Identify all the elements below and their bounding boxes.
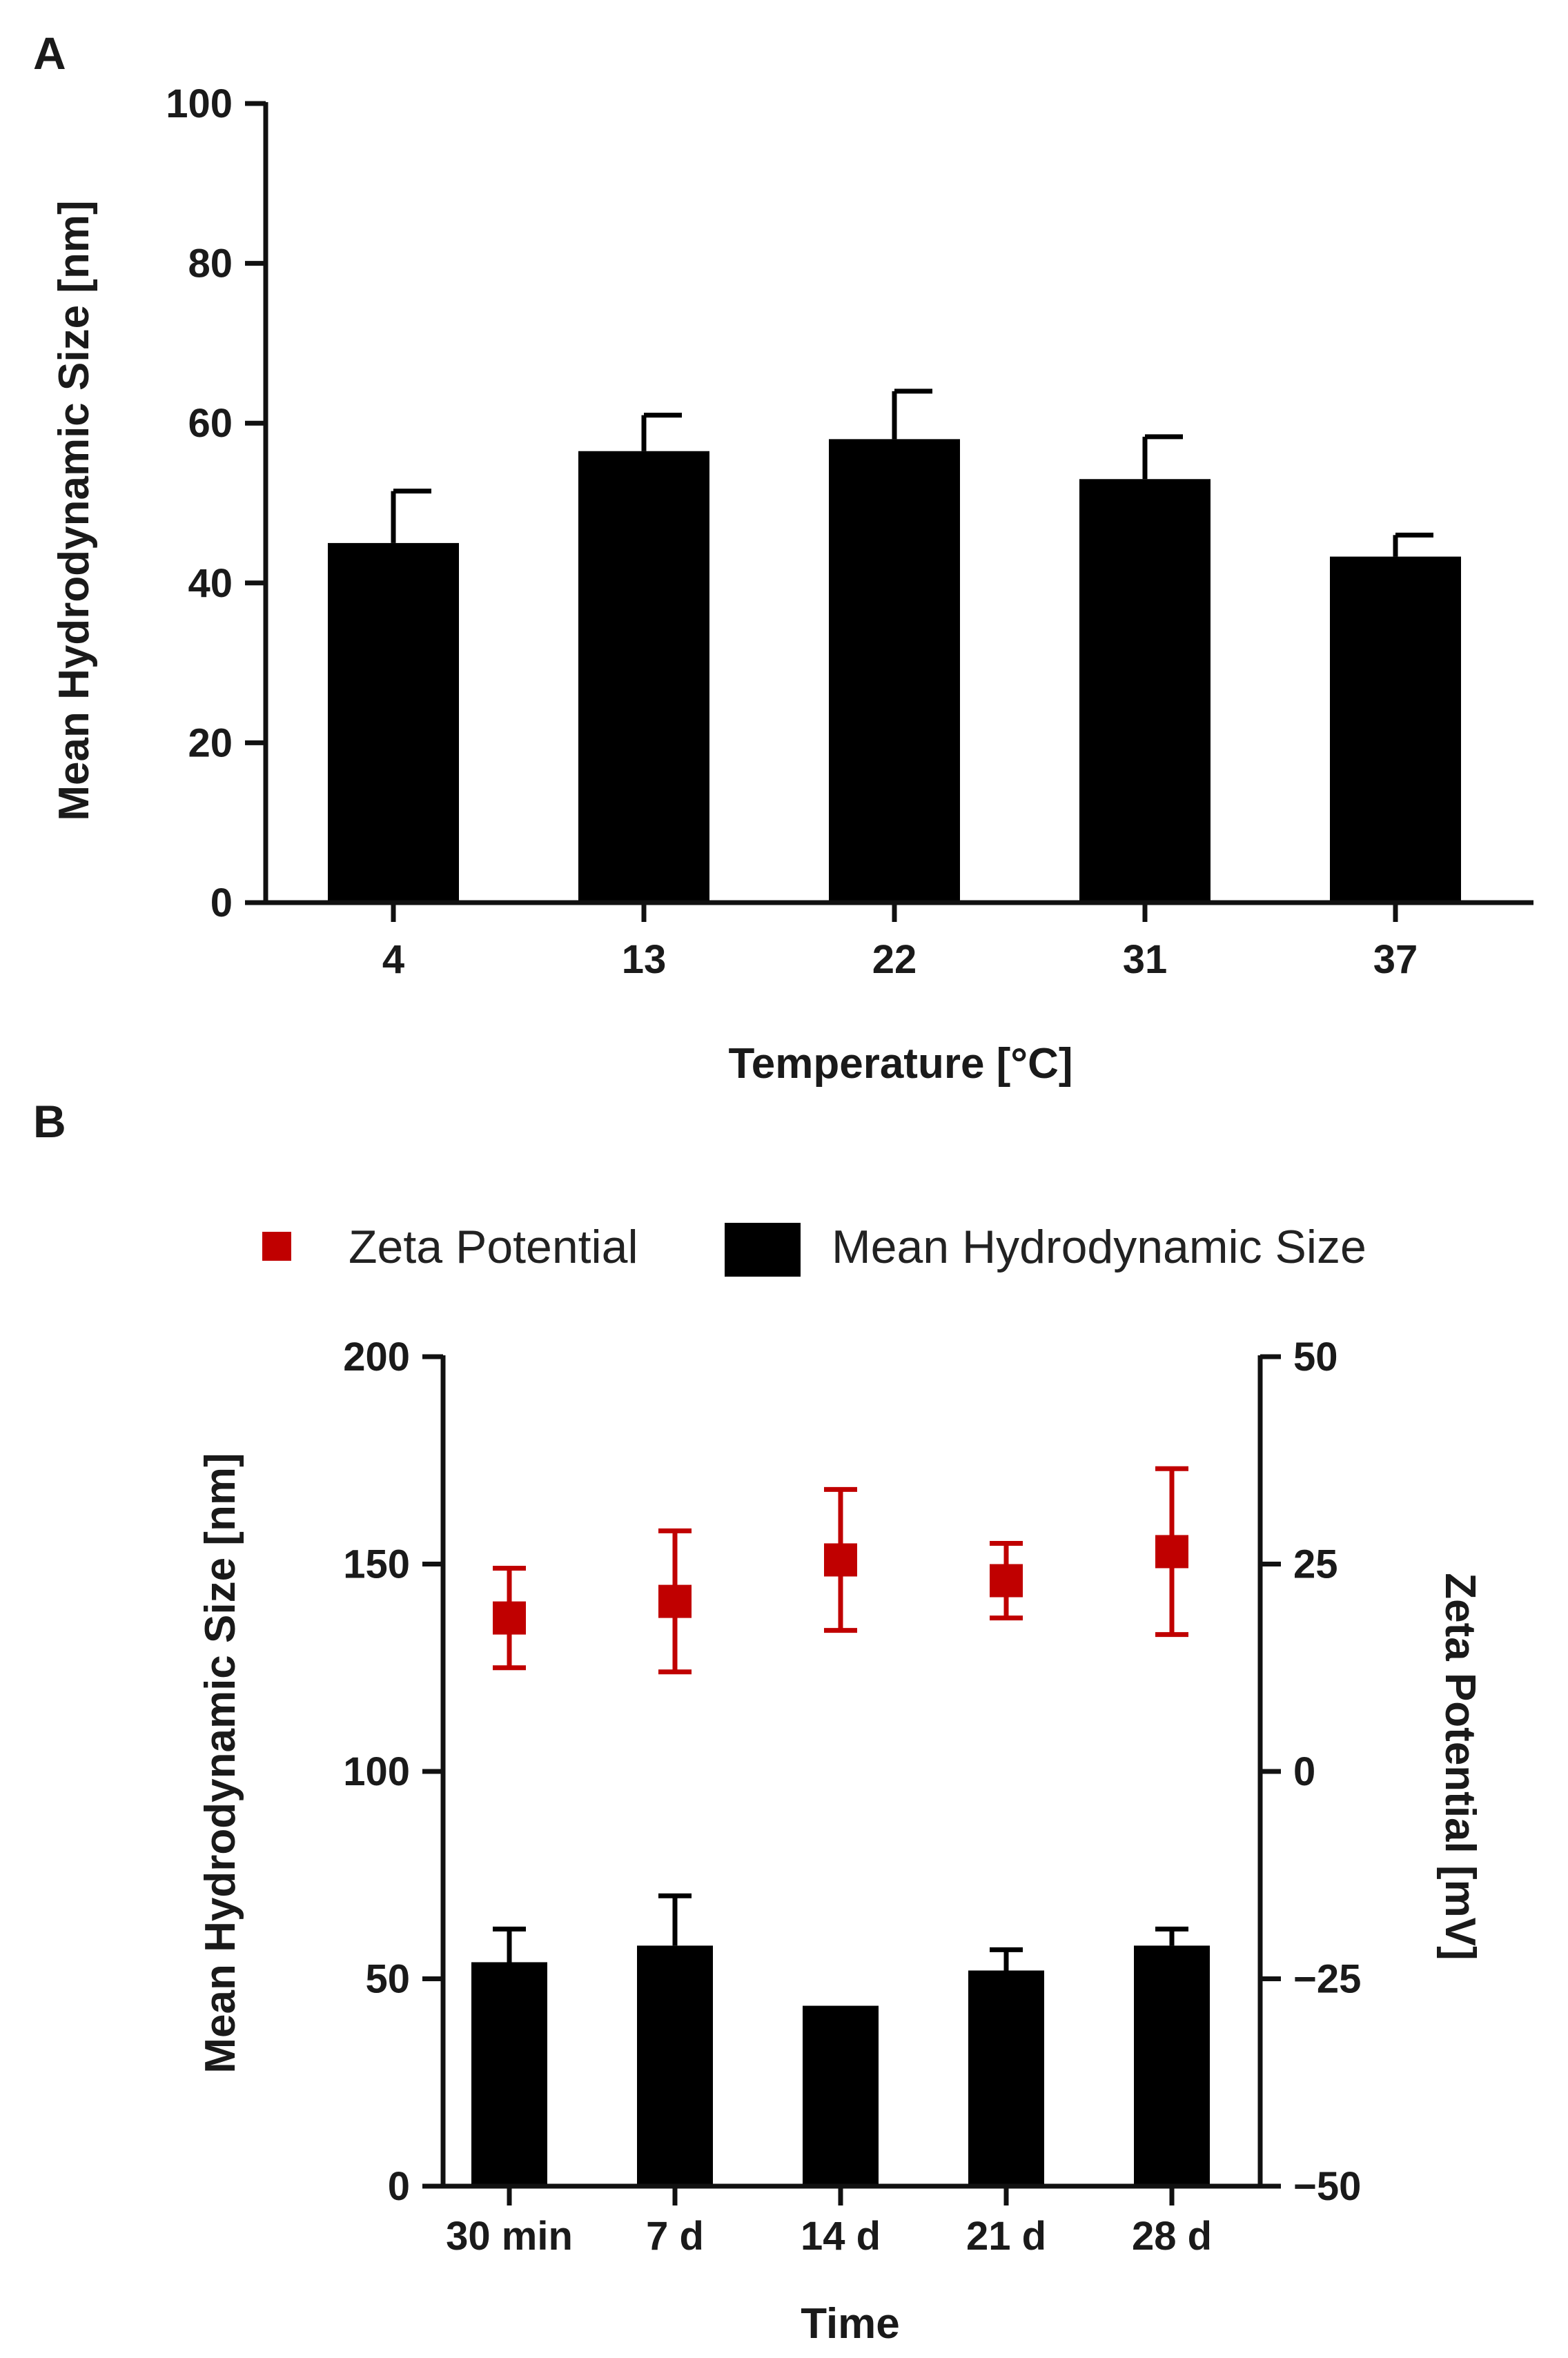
legend-size-label: Mean Hydrodynamic Size [832, 1221, 1366, 1273]
x-tick-label: 13 [622, 937, 667, 982]
y2-tick-label: 0 [1293, 1749, 1315, 1794]
bar [968, 1970, 1044, 2186]
panel-b-chart: B Zeta Potential Mean Hydrodynamic Size … [33, 1096, 1484, 2348]
bar [829, 439, 960, 903]
panel-b-axes [440, 1355, 1263, 2189]
zeta-point [658, 1584, 692, 1618]
panel-b-x-axis-title: Time [801, 2300, 900, 2348]
y-tick-label: 80 [188, 242, 233, 286]
y-tick-label: 0 [388, 2164, 410, 2209]
bar [1330, 556, 1461, 903]
panel-a-bars [328, 389, 1461, 903]
y-tick-label: 40 [188, 561, 233, 606]
panel-b-y-axis-left: 0 50 100 150 200 [343, 1335, 443, 2209]
x-tick-label: 30 min [446, 2214, 573, 2259]
legend-zeta-label: Zeta Potential [349, 1221, 638, 1273]
zeta-point [824, 1543, 857, 1577]
panel-b-bars [471, 1893, 1210, 2186]
bar [578, 451, 709, 903]
panel-b-y2-axis-title: Zeta Potential [mV] [1436, 1573, 1484, 1961]
legend-size-marker [725, 1223, 801, 1277]
x-tick-label: 28 d [1132, 2214, 1212, 2259]
y-tick-label: 100 [166, 81, 233, 126]
bar [803, 2005, 879, 2186]
y-tick-label: 20 [188, 720, 233, 765]
x-tick-label: 14 d [801, 2214, 881, 2259]
panel-b-x-axis: 30 min 7 d 14 d 21 d 28 d [446, 2186, 1212, 2259]
zeta-point [990, 1564, 1023, 1598]
x-tick-label: 31 [1123, 937, 1168, 982]
x-tick-label: 4 [382, 937, 404, 982]
panel-a-chart: A 0 20 40 60 80 100 4 13 22 31 37 Mean Hydrodynam… [33, 28, 1533, 1088]
y-tick-label: 100 [343, 1749, 410, 1794]
x-tick-label: 22 [872, 937, 917, 982]
panel-b-zeta-points [493, 1466, 1188, 1675]
legend-zeta-marker [262, 1232, 291, 1261]
y-tick-label: 0 [210, 881, 233, 925]
panel-b-y-axis-title: Mean Hydrodynamic Size [nm] [197, 1453, 244, 2073]
panel-a-x-axis-title: Temperature [°C] [728, 1040, 1072, 1088]
panel-b-legend: Zeta Potential Mean Hydrodynamic Size [262, 1221, 1366, 1277]
y2-tick-label: −50 [1293, 2164, 1361, 2209]
panel-a-axes [263, 102, 1533, 905]
zeta-point [493, 1601, 526, 1635]
y2-tick-label: 25 [1293, 1542, 1338, 1587]
bar [328, 542, 459, 903]
y2-tick-label: −25 [1293, 1957, 1361, 2002]
y-tick-label: 50 [365, 1957, 410, 2002]
x-tick-label: 7 d [646, 2214, 704, 2259]
x-tick-label: 37 [1373, 937, 1418, 982]
bar [1134, 1945, 1210, 2186]
panel-b-y-axis-right: −50 −25 0 25 50 [1260, 1335, 1361, 2209]
panel-a-letter: A [33, 28, 66, 79]
y-tick-label: 60 [188, 401, 233, 446]
panel-a-x-axis: 4 13 22 31 37 [382, 903, 1418, 982]
x-tick-label: 21 d [966, 2214, 1046, 2259]
y-tick-label: 200 [343, 1335, 410, 1379]
zeta-point [1155, 1535, 1188, 1569]
panel-a-y-axis-title: Mean Hydrodynamic Size [nm] [50, 200, 98, 821]
y-tick-label: 150 [343, 1542, 410, 1587]
bar [1079, 479, 1211, 903]
panel-b-letter: B [33, 1096, 66, 1147]
bar [471, 1962, 547, 2186]
y2-tick-label: 50 [1293, 1335, 1338, 1379]
panel-a-y-axis: 0 20 40 60 80 100 [166, 81, 266, 925]
bar [637, 1945, 713, 2186]
